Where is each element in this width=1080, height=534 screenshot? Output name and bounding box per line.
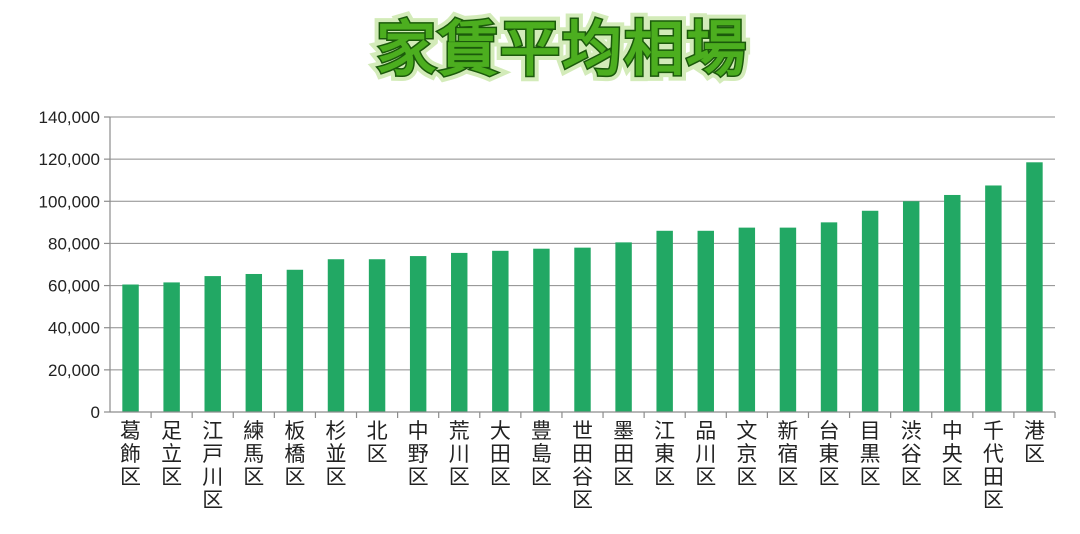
bar: [861, 210, 879, 412]
bar: [574, 247, 591, 412]
bars: [122, 162, 1043, 412]
bar: [615, 242, 632, 412]
x-axis-tick-label: 新宿区: [777, 419, 798, 489]
x-axis-tick-label: 文京区: [736, 419, 757, 489]
bar: [163, 282, 180, 412]
bar: [451, 252, 468, 412]
x-axis-tick-label: 目黒区: [860, 419, 881, 489]
x-axis-tick-label: 港区: [1024, 419, 1045, 466]
x-axis-tick-label: 台東区: [819, 419, 840, 489]
x-axis-tick-label: 葛飾区: [120, 419, 141, 489]
bar: [286, 269, 304, 412]
x-axis-tick-labels: 葛飾区足立区江戸川区練馬区板橋区杉並区北区中野区荒川区大田区豊島区世田谷区墨田区…: [120, 419, 1045, 512]
bar: [738, 227, 756, 412]
y-axis-tick-label: 140,000: [39, 108, 100, 127]
bar: [656, 230, 673, 412]
bar: [697, 230, 714, 412]
x-axis-tick-label: 墨田区: [613, 419, 634, 489]
y-axis-tick-label: 60,000: [48, 277, 100, 296]
bar: [122, 284, 139, 412]
y-axis-tick-label: 0: [91, 403, 100, 422]
chart-title-group: 家賃平均相場 家賃平均相場: [371, 10, 752, 91]
y-axis-tick-label: 80,000: [48, 234, 100, 253]
chart-title-outline: 家賃平均相場: [376, 15, 748, 85]
x-axis-tick-label: 豊島区: [531, 419, 552, 489]
bar: [1026, 162, 1043, 412]
x-axis-tick-label: 練馬区: [243, 419, 264, 489]
bar: [409, 256, 427, 412]
bar: [985, 185, 1002, 412]
x-axis-tick-label: 品川区: [695, 419, 716, 489]
y-axis-tick-label: 100,000: [39, 192, 100, 211]
bar: [779, 227, 797, 412]
x-axis-tick-label: 杉並区: [325, 419, 346, 489]
bar: [492, 250, 509, 412]
chart-title: 家賃平均相場: [376, 15, 748, 85]
x-axis-tick-label: 中央区: [942, 419, 963, 489]
x-axis-tick-label: 板橋区: [284, 419, 305, 489]
axes: [104, 116, 1056, 418]
bar: [204, 276, 221, 412]
bar: [533, 248, 550, 412]
y-axis-tick-label: 120,000: [39, 150, 100, 169]
y-axis-tick-label: 40,000: [48, 319, 100, 338]
bar: [820, 222, 838, 412]
x-axis-tick-label: 足立区: [161, 419, 182, 489]
x-axis-tick-label: 世田谷区: [572, 419, 593, 512]
x-axis-tick-label: 北区: [367, 419, 388, 466]
y-axis-tick-labels: 0 20,000 40,000 60,000 80,000 100,000 120,000 1…: [39, 108, 100, 422]
bar: [245, 273, 263, 412]
x-axis-tick-label: 千代田区: [983, 419, 1004, 512]
x-axis-tick-label: 荒川区: [449, 419, 470, 489]
x-axis-tick-label: 渋谷区: [901, 419, 922, 489]
x-axis-tick-label: 中野区: [408, 419, 429, 489]
bar: [944, 194, 961, 412]
x-axis-tick-label: 江戸川区: [202, 419, 223, 512]
bar: [368, 259, 386, 412]
x-axis-tick-label: 大田区: [490, 419, 511, 489]
y-axis-tick-label: 20,000: [48, 361, 100, 380]
bar: [327, 259, 345, 412]
x-axis-tick-label: 江東区: [654, 419, 675, 489]
bar: [902, 201, 920, 412]
